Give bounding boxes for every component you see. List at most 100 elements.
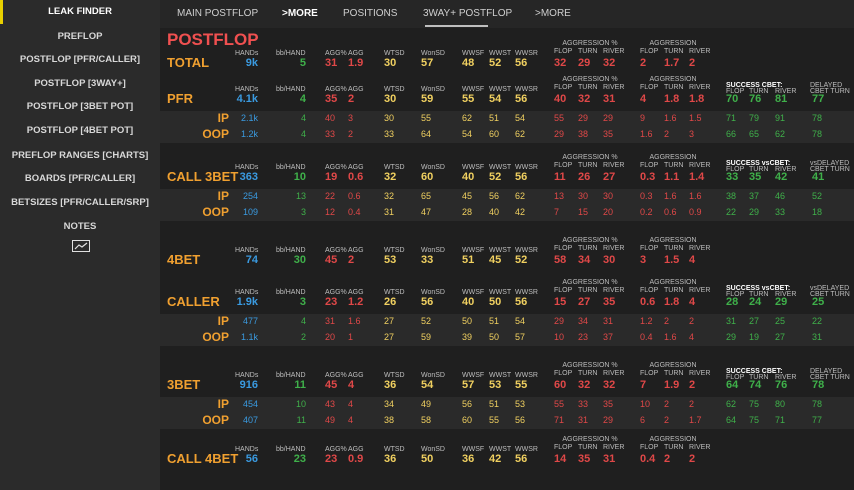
wwsr-value: 56	[515, 93, 528, 105]
turn-header: TURN	[749, 166, 769, 173]
wwsf-header: WWSF	[462, 86, 485, 93]
aggression-pct-value: 71	[554, 415, 565, 425]
wtsd-value: 26	[384, 296, 397, 308]
section-label-total: TOTAL	[167, 55, 210, 70]
hands-value: 9k	[245, 57, 258, 69]
wwsr-value: 52	[515, 254, 528, 266]
tab-1[interactable]: >MORE	[282, 8, 318, 19]
bb-per-hand-value: 10	[293, 171, 306, 183]
aggp-value: 35	[325, 93, 338, 105]
wwsr-header: WWSR	[515, 86, 538, 93]
sidebar-item-preflop[interactable]: PREFLOP	[57, 31, 103, 42]
wwsf-value: 60	[462, 415, 473, 425]
hands-value: 74	[245, 254, 258, 266]
tab-bar: MAIN POSTFLOP >MORE POSITIONS 3WAY+ POSTFLO…	[160, 0, 854, 28]
wwst-value: 50	[489, 332, 500, 342]
hands-header: HANDs	[235, 164, 259, 171]
sidebar-item-notes[interactable]: NOTES	[63, 221, 97, 232]
aggression-pct-value: 10	[554, 332, 565, 342]
success-cbet-value: 81	[775, 93, 788, 105]
river-header: RIVER	[689, 287, 711, 294]
sidebar-item-postflop-3way[interactable]: POSTFLOP [3WAY+]	[34, 78, 126, 89]
bb-per-hand-header: bb/HAND	[276, 50, 306, 57]
delayed-header: vsDELAYED	[810, 285, 850, 292]
aggression-value: 2	[689, 316, 695, 326]
flop-header: FLOP	[726, 374, 745, 381]
aggression-value: 6	[640, 415, 646, 425]
aggression-pct-value: 34	[578, 316, 589, 326]
sidebar-item-postflop-pfr-caller[interactable]: POSTFLOP [PFR/CALLER]	[19, 54, 141, 65]
tab-0[interactable]: MAIN POSTFLOP	[177, 8, 259, 19]
wwst-value: 45	[489, 254, 502, 266]
wwsr-header: WWSR	[515, 247, 538, 254]
section-label-call-4bet: CALL 4BET	[167, 451, 239, 466]
flop-header: FLOP	[640, 370, 659, 377]
aggression-pct-value: 30	[603, 191, 614, 201]
turn-header: TURN	[578, 48, 598, 55]
aggression-pct-value: 31	[603, 93, 616, 105]
flop-header: FLOP	[726, 291, 745, 298]
success-cbet-value: 24	[749, 296, 762, 308]
river-header: RIVER	[689, 444, 711, 451]
delayed-value: 77	[812, 93, 825, 105]
flop-header: FLOP	[726, 166, 745, 173]
flop-header: FLOP	[554, 287, 573, 294]
wtsd-value: 32	[384, 171, 397, 183]
wwst-value: 55	[489, 415, 500, 425]
turn-header: TURN	[578, 84, 598, 91]
sidebar-item-betsizes-pfr-caller-srp[interactable]: BETSIZES [PFR/CALLER/SRP]	[11, 197, 149, 208]
agg-value: 1.6	[348, 316, 361, 326]
river-header: RIVER	[775, 166, 797, 173]
bb-per-hand-value: 23	[293, 453, 306, 465]
delayed-value: 22	[812, 316, 823, 326]
bb-per-hand-value: 11	[294, 379, 306, 391]
aggression-pct-value: 27	[578, 296, 591, 308]
agg-value: 0.4	[348, 207, 361, 217]
line-chart-icon[interactable]	[72, 240, 90, 252]
wonsd-value: 54	[421, 379, 434, 391]
aggression-value: 0.6	[640, 296, 656, 308]
aggression-value: 2	[664, 415, 670, 425]
delayed-value: 25	[812, 296, 825, 308]
success-cbet-value: 91	[775, 113, 786, 123]
agg-header: AGG	[348, 289, 364, 296]
aggression-value: 1.5	[689, 113, 702, 123]
delayed-value: 31	[812, 332, 823, 342]
bb-per-hand-header: bb/HAND	[276, 446, 306, 453]
turn-header: TURN	[578, 444, 598, 451]
aggression-value: 1.8	[664, 93, 680, 105]
position-label-ip: IP	[217, 314, 229, 328]
sidebar-item-postflop-3bet-pot[interactable]: POSTFLOP [3BET POT]	[26, 101, 134, 112]
sidebar-item-postflop-4bet-pot[interactable]: POSTFLOP [4BET POT]	[26, 125, 134, 136]
delayed-value: 78	[812, 129, 823, 139]
sidebar-item-leak-finder[interactable]: LEAK FINDER	[48, 6, 112, 17]
agg-value: 2	[348, 93, 355, 105]
wwst-value: 40	[489, 207, 500, 217]
tab-2[interactable]: POSITIONS	[343, 8, 398, 19]
hands-value: 477	[242, 316, 258, 326]
turn-header: TURN	[578, 287, 598, 294]
river-header: RIVER	[603, 162, 625, 169]
cbet-turn-header: CBET TURN	[810, 374, 850, 381]
wwsr-header: WWSR	[515, 446, 538, 453]
aggression-pct-value: 31	[603, 453, 616, 465]
tab-3[interactable]: 3WAY+ POSTFLOP	[423, 8, 513, 19]
aggression-value: 2	[640, 57, 647, 69]
aggression-value: 2	[664, 453, 671, 465]
agg-value: 0.6	[348, 191, 361, 201]
aggression-value: 0.4	[640, 332, 653, 342]
sidebar-item-boards-pfr-caller[interactable]: BOARDS [PFR/CALLER]	[24, 173, 136, 184]
wwst-header: WWST	[489, 289, 512, 296]
river-header: RIVER	[603, 245, 625, 252]
aggression-pct-value: 40	[554, 93, 567, 105]
wonsd-header: WonSD	[421, 50, 445, 57]
position-label-oop: OOP	[202, 205, 229, 219]
aggression-pct-value: 23	[578, 332, 589, 342]
wwst-value: 53	[489, 379, 502, 391]
wtsd-header: WTSD	[384, 164, 405, 171]
tab-4[interactable]: >MORE	[535, 8, 571, 19]
sidebar-item-preflop-ranges-charts[interactable]: PREFLOP RANGES [CHARTS]	[11, 150, 149, 161]
delayed-header: DELAYED	[810, 82, 843, 89]
wwst-header: WWST	[489, 372, 512, 379]
wonsd-header: WonSD	[421, 289, 445, 296]
